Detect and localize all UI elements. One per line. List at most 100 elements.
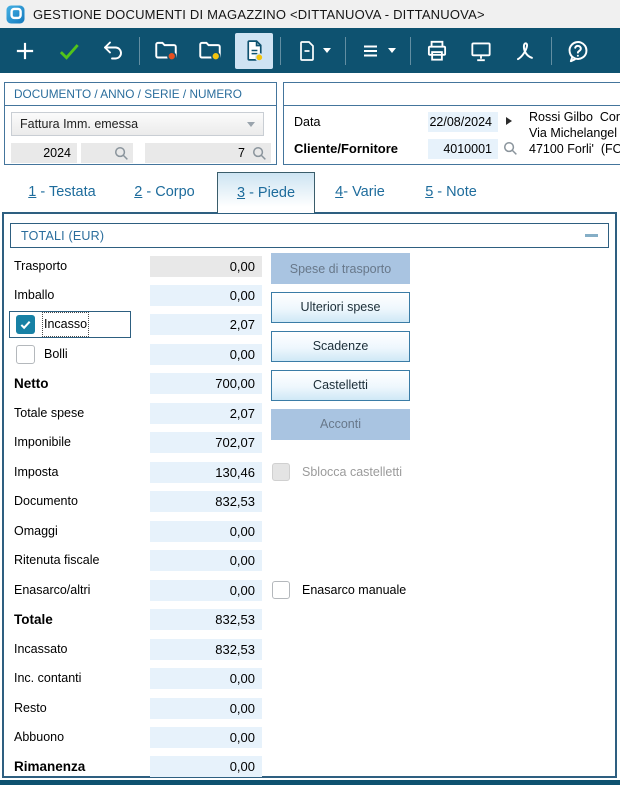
row-value-field[interactable]: 2,07 xyxy=(150,314,262,336)
row-value-field[interactable]: 0,00 xyxy=(150,520,262,542)
row-value-field[interactable]: 832,53 xyxy=(150,491,262,513)
checkbox[interactable] xyxy=(272,581,290,599)
chevron-down-icon xyxy=(388,48,396,53)
totals-row: Rimanenza 0,00 xyxy=(4,756,424,778)
tab-1[interactable]: 1 - Testata xyxy=(28,184,96,200)
tab-5[interactable]: 5 - Note xyxy=(425,184,477,200)
minus-icon xyxy=(584,234,598,237)
client-line: Via Michelangel xyxy=(529,126,618,140)
totals-row: Inc. contanti 0,00 xyxy=(4,668,424,690)
client-label: Cliente/Fornitore xyxy=(294,141,399,156)
totals-row: Imponibile 702,07 xyxy=(4,432,424,454)
checkbox-label: Sblocca castelletti xyxy=(302,465,403,479)
window-bottom-edge xyxy=(0,780,620,785)
row-label: Ritenuta fiscale xyxy=(14,553,100,568)
collapse-button[interactable] xyxy=(584,229,598,243)
row-label: Resto xyxy=(14,700,47,715)
date-label: Data xyxy=(294,115,321,129)
list-menu-icon xyxy=(364,45,377,56)
client-code-field[interactable]: 4010001 xyxy=(428,139,498,159)
toolbar xyxy=(0,28,620,73)
date-field[interactable]: 22/08/2024 xyxy=(428,112,498,132)
help-icon xyxy=(568,40,588,62)
totals-row: Trasporto 0,00 xyxy=(4,255,424,278)
row-value-field[interactable]: 700,00 xyxy=(150,373,262,395)
tab-4[interactable]: 4- Varie xyxy=(335,184,385,200)
client-line: 47100 Forli' (FO xyxy=(529,142,620,156)
side-checkbox-row: Enasarco manuale xyxy=(272,580,406,600)
row-value-field[interactable]: 130,46 xyxy=(150,461,262,483)
open-document-button[interactable] xyxy=(144,32,188,70)
piede-panel: TOTALI (EUR) Trasporto 0,00 Imballo 0,00… xyxy=(2,212,617,778)
row-value-field[interactable]: 832,53 xyxy=(150,638,262,660)
side-button-label: Castelletti xyxy=(313,378,368,393)
row-value-field[interactable]: 702,07 xyxy=(150,432,262,454)
checkbox[interactable] xyxy=(16,315,35,335)
print-button[interactable] xyxy=(415,32,459,70)
row-label: Imballo xyxy=(14,287,55,302)
search-icon[interactable] xyxy=(251,145,268,162)
row-value-field[interactable]: 0,00 xyxy=(150,579,262,601)
totals-row: Enasarco/altri 0,00 xyxy=(4,579,424,602)
current-document-button[interactable] xyxy=(235,32,273,69)
row-value-field[interactable]: 0,00 xyxy=(150,756,262,778)
row-value-field[interactable]: 2,07 xyxy=(150,402,262,424)
side-button-label: Acconti xyxy=(320,417,361,432)
row-value-field[interactable]: 0,00 xyxy=(150,343,262,365)
tab-3-active[interactable]: 3 - Piede xyxy=(217,172,315,213)
row-label: Totale spese xyxy=(14,405,85,420)
row-label: Imposta xyxy=(14,464,59,479)
number-field[interactable]: 7 xyxy=(145,143,271,163)
tab-2[interactable]: 2 - Corpo xyxy=(134,184,195,200)
open-list-button[interactable] xyxy=(188,32,232,70)
totals-row: Netto 700,00 xyxy=(4,373,424,395)
side-button-castelletti[interactable]: Castelletti xyxy=(271,369,410,401)
row-label: Trasporto xyxy=(14,258,68,273)
search-icon[interactable] xyxy=(113,145,130,162)
row-value-field[interactable]: 0,00 xyxy=(150,668,262,690)
date-next-icon[interactable] xyxy=(506,117,512,125)
document-menu-button[interactable] xyxy=(285,32,341,70)
confirm-button[interactable] xyxy=(47,32,91,70)
row-label: Documento xyxy=(14,494,78,509)
undo-button[interactable] xyxy=(91,32,135,70)
preview-button[interactable] xyxy=(459,32,503,70)
totals-row: Bolli 0,00 xyxy=(4,343,424,366)
client-line: Rossi Gilbo Cor xyxy=(529,110,620,124)
list-menu-button[interactable] xyxy=(350,32,406,70)
search-icon[interactable] xyxy=(502,140,519,157)
row-value-field[interactable]: 832,53 xyxy=(150,609,262,631)
side-button-label: Ulteriori spese xyxy=(300,300,381,315)
new-button[interactable] xyxy=(3,32,47,70)
totals-row: Totale 832,53 xyxy=(4,609,424,631)
chevron-down-icon xyxy=(247,121,255,127)
toolbar-separator xyxy=(280,36,281,65)
row-label: Netto xyxy=(14,376,49,392)
totals-row: Totale spese 2,07 xyxy=(4,402,424,425)
row-label: Bolli xyxy=(44,346,68,361)
checkbox-label: Enasarco manuale xyxy=(302,583,407,597)
row-value-field[interactable]: 0,00 xyxy=(150,697,262,719)
row-label: Abbuono xyxy=(14,730,65,745)
row-value-field[interactable]: 0,00 xyxy=(150,550,262,572)
document-menu-icon xyxy=(300,40,314,61)
monitor-icon xyxy=(471,41,491,61)
pdf-button[interactable] xyxy=(503,32,547,70)
row-label: Enasarco/altri xyxy=(14,582,91,597)
row-label: Imponibile xyxy=(14,435,71,450)
document-info-header xyxy=(283,82,620,106)
checkbox[interactable] xyxy=(16,344,35,364)
row-value-field[interactable]: 0,00 xyxy=(150,284,262,306)
side-button-scadenze[interactable]: Scadenze xyxy=(271,330,410,362)
chevron-down-icon xyxy=(323,48,331,53)
window-title: GESTIONE DOCUMENTI DI MAGAZZINO <DITTANU… xyxy=(33,6,485,22)
side-button-ulteriori-spese[interactable]: Ulteriori spese xyxy=(271,291,410,323)
help-button[interactable] xyxy=(556,32,600,70)
side-button-label: Scadenze xyxy=(312,339,369,354)
document-type-dropdown[interactable]: Fattura Imm. emessa xyxy=(11,112,264,136)
serie-field[interactable] xyxy=(81,143,133,163)
totals-row: Omaggi 0,00 xyxy=(4,520,424,543)
year-field[interactable]: 2024 xyxy=(11,143,77,163)
row-value-field[interactable]: 0,00 xyxy=(150,255,262,277)
row-value-field[interactable]: 0,00 xyxy=(150,727,262,749)
